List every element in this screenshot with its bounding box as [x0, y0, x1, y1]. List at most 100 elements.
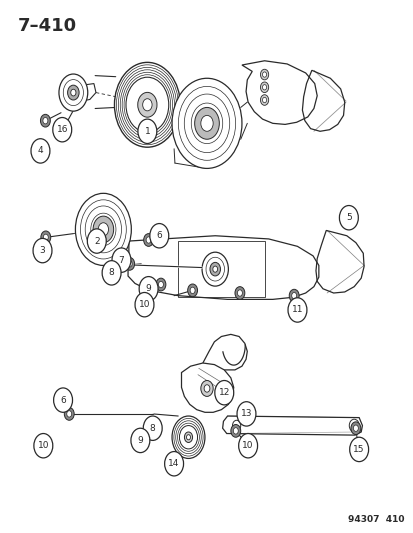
- Circle shape: [349, 437, 368, 462]
- Circle shape: [194, 108, 219, 139]
- Circle shape: [127, 261, 132, 267]
- Text: 1: 1: [144, 127, 150, 136]
- Circle shape: [350, 422, 360, 434]
- Circle shape: [158, 281, 163, 288]
- Circle shape: [184, 432, 192, 442]
- Circle shape: [143, 416, 162, 440]
- Circle shape: [114, 62, 180, 147]
- Circle shape: [133, 436, 142, 449]
- Circle shape: [177, 423, 199, 451]
- Circle shape: [178, 86, 235, 160]
- Circle shape: [135, 293, 154, 317]
- Text: 6: 6: [156, 231, 162, 240]
- Text: 15: 15: [353, 445, 364, 454]
- Text: 13: 13: [240, 409, 252, 418]
- Circle shape: [87, 229, 106, 253]
- Circle shape: [262, 85, 266, 90]
- Circle shape: [66, 411, 71, 417]
- Circle shape: [200, 381, 213, 397]
- Circle shape: [233, 427, 237, 434]
- Circle shape: [186, 435, 190, 440]
- Circle shape: [122, 72, 172, 138]
- Text: 14: 14: [168, 459, 179, 469]
- Text: 10: 10: [38, 441, 49, 450]
- Circle shape: [206, 257, 224, 281]
- Circle shape: [102, 261, 121, 285]
- Circle shape: [142, 99, 152, 111]
- Circle shape: [90, 213, 116, 246]
- Circle shape: [200, 115, 213, 131]
- Circle shape: [262, 72, 266, 77]
- Circle shape: [43, 117, 48, 124]
- Text: 10: 10: [138, 300, 150, 309]
- Circle shape: [173, 418, 203, 456]
- Text: 5: 5: [345, 213, 351, 222]
- Circle shape: [287, 298, 306, 322]
- Circle shape: [238, 433, 257, 458]
- Circle shape: [150, 223, 169, 248]
- Circle shape: [235, 287, 244, 300]
- Text: 9: 9: [145, 284, 151, 293]
- Circle shape: [110, 269, 115, 275]
- Text: 7: 7: [118, 256, 124, 265]
- Circle shape: [349, 419, 358, 432]
- Circle shape: [85, 206, 121, 253]
- Circle shape: [59, 125, 64, 132]
- Text: 3: 3: [40, 246, 45, 255]
- Circle shape: [112, 248, 131, 272]
- Circle shape: [67, 85, 79, 100]
- Circle shape: [214, 381, 233, 405]
- Circle shape: [80, 200, 126, 259]
- Circle shape: [63, 79, 83, 106]
- Circle shape: [57, 122, 67, 135]
- Text: 8: 8: [109, 268, 114, 277]
- Circle shape: [339, 206, 358, 230]
- Circle shape: [131, 428, 150, 453]
- Circle shape: [260, 82, 268, 93]
- Circle shape: [138, 119, 157, 143]
- Circle shape: [59, 74, 88, 111]
- Text: 12: 12: [218, 388, 229, 397]
- Text: 94307  410: 94307 410: [347, 515, 404, 523]
- Circle shape: [289, 289, 298, 302]
- Text: 11: 11: [291, 305, 302, 314]
- Text: 8: 8: [150, 424, 155, 433]
- Circle shape: [39, 442, 44, 449]
- Circle shape: [184, 94, 229, 152]
- Circle shape: [124, 257, 134, 270]
- Text: 7–410: 7–410: [18, 17, 77, 35]
- Circle shape: [75, 193, 131, 265]
- Text: 9: 9: [137, 436, 143, 445]
- Circle shape: [37, 439, 47, 452]
- Circle shape: [31, 139, 50, 163]
- Circle shape: [34, 433, 53, 458]
- Circle shape: [118, 67, 176, 142]
- Circle shape: [262, 98, 266, 103]
- Circle shape: [260, 95, 268, 106]
- Circle shape: [71, 89, 76, 96]
- Circle shape: [54, 388, 72, 413]
- Text: 4: 4: [38, 147, 43, 156]
- Circle shape: [232, 420, 240, 431]
- Circle shape: [138, 92, 157, 117]
- Text: 2: 2: [94, 237, 100, 246]
- Circle shape: [204, 385, 209, 392]
- Circle shape: [172, 78, 241, 168]
- Circle shape: [145, 425, 155, 438]
- Circle shape: [64, 408, 74, 420]
- Circle shape: [237, 402, 255, 426]
- Circle shape: [43, 234, 48, 240]
- Circle shape: [120, 70, 174, 140]
- Circle shape: [237, 290, 242, 296]
- Circle shape: [135, 439, 140, 446]
- Circle shape: [147, 429, 152, 435]
- Circle shape: [143, 233, 153, 246]
- Circle shape: [190, 287, 195, 294]
- Circle shape: [179, 425, 197, 449]
- Circle shape: [209, 262, 220, 276]
- Circle shape: [187, 284, 197, 297]
- Circle shape: [93, 216, 114, 243]
- Circle shape: [107, 265, 117, 278]
- Text: 6: 6: [60, 395, 66, 405]
- Circle shape: [230, 424, 240, 437]
